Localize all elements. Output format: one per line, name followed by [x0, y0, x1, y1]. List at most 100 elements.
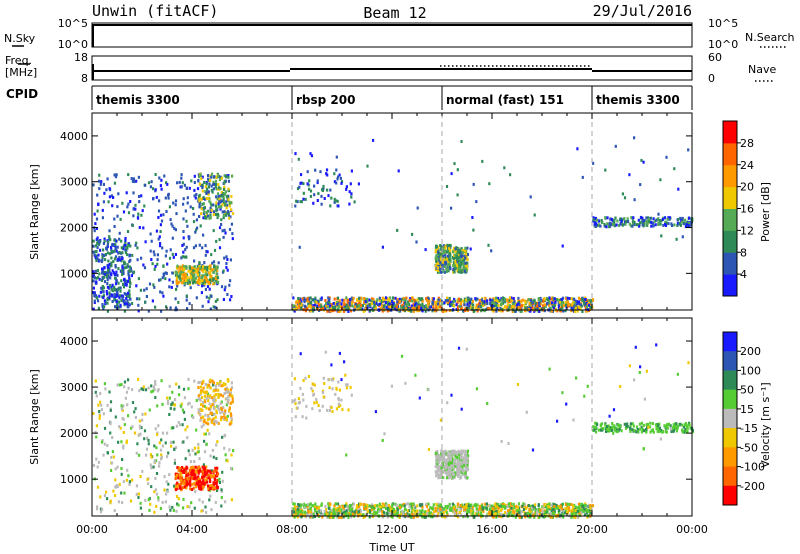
data-pixel — [657, 221, 660, 225]
data-pixel — [201, 276, 204, 280]
data-pixel — [647, 220, 651, 224]
data-pixel — [531, 306, 534, 310]
data-pixel — [196, 468, 199, 472]
data-pixel — [172, 426, 175, 430]
data-pixel — [434, 249, 438, 252]
data-pixel — [182, 217, 185, 221]
data-pixel — [116, 383, 119, 387]
data-pixel — [456, 254, 459, 258]
data-pixel — [482, 509, 485, 513]
data-pixel — [170, 285, 173, 289]
data-pixel — [562, 309, 565, 313]
data-pixel — [660, 219, 663, 223]
data-pixel — [436, 302, 440, 306]
data-pixel — [483, 300, 486, 304]
data-pixel — [143, 429, 147, 433]
data-pixel — [225, 255, 228, 259]
data-pixel — [483, 309, 486, 313]
data-pixel — [188, 235, 191, 239]
data-pixel — [311, 309, 314, 313]
data-pixel — [223, 180, 226, 184]
data-pixel — [160, 379, 163, 383]
data-pixel — [298, 185, 301, 189]
data-pixel — [440, 471, 443, 475]
data-pixel — [681, 220, 684, 224]
data-pixel — [203, 475, 206, 478]
data-pixel — [321, 189, 324, 192]
data-pixel — [214, 204, 218, 208]
data-pixel — [460, 247, 463, 251]
data-pixel — [214, 277, 217, 280]
data-pixel — [650, 220, 653, 224]
data-pixel — [217, 183, 220, 187]
data-pixel — [215, 469, 218, 473]
data-pixel — [225, 211, 228, 215]
data-pixel — [200, 403, 203, 407]
data-pixel — [122, 431, 125, 434]
data-pixel — [168, 396, 171, 400]
data-pixel — [104, 253, 107, 257]
data-pixel — [139, 288, 142, 292]
data-pixel — [150, 485, 153, 489]
data-pixel — [148, 408, 151, 412]
data-pixel — [120, 279, 123, 283]
data-pixel — [110, 245, 113, 249]
data-pixel — [504, 300, 507, 304]
data-pixel — [452, 464, 455, 468]
data-pixel — [538, 307, 541, 310]
data-pixel — [353, 513, 356, 517]
nave-tick-top: 60 — [708, 51, 722, 64]
data-pixel — [158, 464, 161, 468]
data-pixel — [510, 505, 513, 509]
data-pixel — [388, 505, 391, 509]
data-pixel — [98, 410, 101, 413]
data-pixel — [639, 183, 642, 187]
data-pixel — [189, 270, 192, 274]
data-pixel — [306, 297, 309, 301]
data-pixel — [324, 299, 327, 302]
data-pixel — [453, 297, 456, 301]
data-pixel — [115, 270, 118, 274]
data-pixel — [176, 466, 179, 470]
data-pixel — [117, 500, 120, 504]
data-pixel — [480, 298, 483, 302]
data-pixel — [176, 264, 179, 268]
data-pixel — [312, 392, 315, 396]
data-pixel — [546, 302, 549, 306]
data-pixel — [161, 276, 164, 280]
data-pixel — [474, 297, 477, 301]
data-pixel — [122, 283, 125, 286]
data-pixel — [310, 309, 313, 313]
data-pixel — [570, 309, 573, 313]
data-pixel — [207, 486, 210, 490]
data-pixel — [153, 388, 156, 392]
data-pixel — [454, 259, 457, 263]
data-pixel — [443, 453, 447, 456]
data-pixel — [94, 294, 97, 298]
data-pixel — [156, 262, 159, 266]
data-pixel — [305, 513, 308, 516]
data-pixel — [192, 477, 196, 481]
data-pixel — [220, 384, 223, 388]
data-pixel — [676, 224, 679, 227]
data-pixel — [437, 298, 440, 302]
data-pixel — [136, 246, 139, 250]
data-pixel — [107, 240, 110, 244]
data-pixel — [124, 396, 127, 400]
data-pixel — [628, 222, 631, 226]
data-pixel — [424, 309, 427, 313]
data-pixel — [493, 298, 496, 302]
data-pixel — [312, 304, 315, 308]
data-pixel — [471, 299, 474, 303]
data-pixel — [140, 213, 143, 217]
data-pixel — [101, 303, 104, 306]
data-pixel — [362, 515, 365, 519]
data-pixel — [584, 298, 587, 301]
data-pixel — [583, 507, 586, 511]
data-pixel — [197, 450, 200, 454]
data-pixel — [224, 179, 227, 183]
data-pixel — [349, 298, 352, 301]
data-pixel — [294, 402, 297, 406]
data-pixel — [147, 482, 150, 486]
data-pixel — [448, 459, 451, 463]
